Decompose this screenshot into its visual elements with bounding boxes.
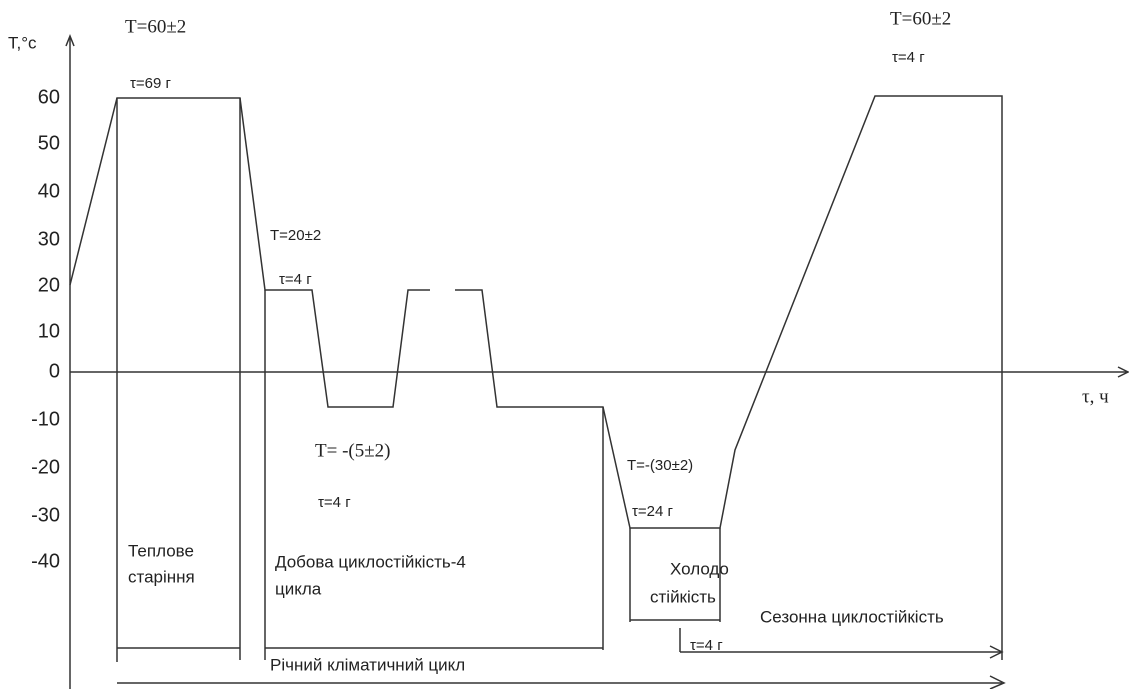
y-tick-label: 50 xyxy=(38,132,60,154)
y-tick-label: 60 xyxy=(38,86,60,108)
axes xyxy=(65,33,1129,689)
y-tick-label: 30 xyxy=(38,228,60,250)
y-tick-label: -30 xyxy=(31,504,60,526)
annotation: τ=4 г xyxy=(318,494,351,511)
y-label: T,°c xyxy=(8,33,37,52)
stage-label: стійкість xyxy=(650,587,716,606)
annotation: τ=4 г xyxy=(892,49,925,66)
x-arrow xyxy=(1117,366,1129,378)
annotation: τ=4 г xyxy=(279,271,312,288)
x-label: τ, ч xyxy=(1082,386,1109,407)
stage-label: старіння xyxy=(128,567,195,586)
annotation: τ=24 г xyxy=(632,503,674,520)
stage-label: Теплове xyxy=(128,541,194,560)
y-tick-label: -20 xyxy=(31,456,60,478)
annotation: τ=4 г xyxy=(690,637,723,654)
y-tick-label: -40 xyxy=(31,550,60,572)
temperature-profile xyxy=(69,95,1003,660)
y-tick-label: -10 xyxy=(31,408,60,430)
y-arrow xyxy=(65,33,75,47)
y-tick-label: 40 xyxy=(38,180,60,202)
y-ticks: 60 50 40 30 20 10 0 -10 -20 -30 -40 xyxy=(31,86,60,572)
y-tick-label: 20 xyxy=(38,274,60,296)
stage-label: Добова циклостійкість-4 xyxy=(275,552,466,571)
y-tick-label: 0 xyxy=(49,360,60,382)
annotation: T=60±2 xyxy=(125,16,186,37)
stage-label: Холодо xyxy=(670,559,729,578)
annotation: T=20±2 xyxy=(270,227,321,244)
stage-label: цикла xyxy=(275,579,322,598)
stage-lines xyxy=(116,98,1006,689)
annotation: T= -(5±2) xyxy=(315,440,390,461)
stage-label: Сезонна циклостійкість xyxy=(760,607,944,626)
annotation: τ=69 г xyxy=(130,75,172,92)
annotation: T=-(30±2) xyxy=(627,457,693,474)
stage-label: Річний кліматичний цикл xyxy=(270,655,465,674)
annotation: T=60±2 xyxy=(890,8,951,29)
y-tick-label: 10 xyxy=(38,320,60,342)
